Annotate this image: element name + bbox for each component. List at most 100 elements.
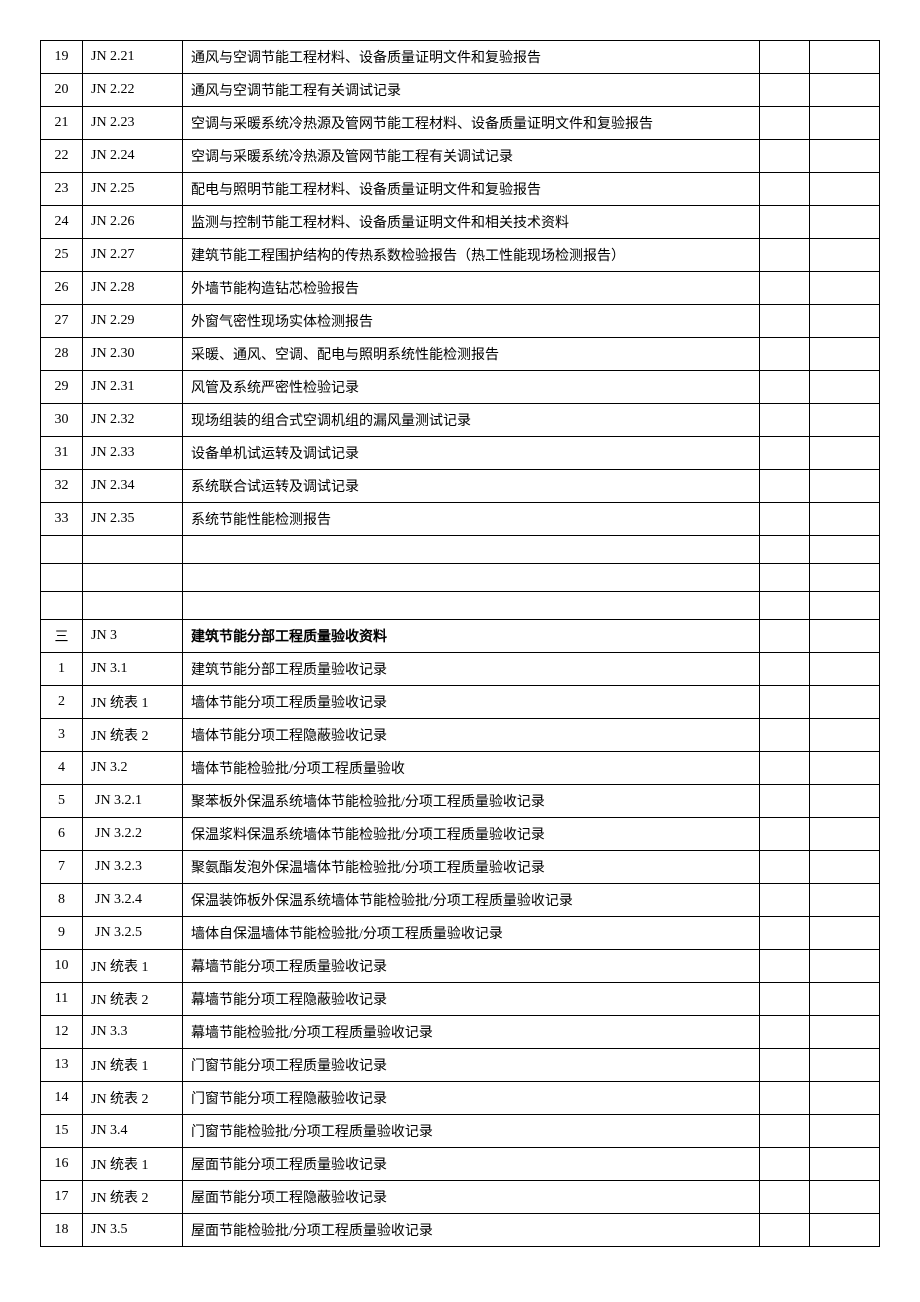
row-number: 22 <box>41 140 83 173</box>
table-row: 33JN 2.35系统节能性能检测报告 <box>41 503 880 536</box>
row-description: 墙体节能检验批/分项工程质量验收 <box>183 752 760 785</box>
row-description: 屋面节能分项工程隐蔽验收记录 <box>183 1181 760 1214</box>
row-extra-1 <box>760 503 810 536</box>
row-description: 通风与空调节能工程材料、设备质量证明文件和复验报告 <box>183 41 760 74</box>
row-extra-1 <box>760 338 810 371</box>
row-extra-1 <box>760 74 810 107</box>
row-number: 25 <box>41 239 83 272</box>
row-code: JN 2.31 <box>83 371 183 404</box>
row-extra-2 <box>810 686 880 719</box>
row-description: 系统联合试运转及调试记录 <box>183 470 760 503</box>
row-number: 15 <box>41 1115 83 1148</box>
table-row: 26JN 2.28外墙节能构造钻芯检验报告 <box>41 272 880 305</box>
table-row: 25JN 2.27建筑节能工程围护结构的传热系数检验报告（热工性能现场检测报告） <box>41 239 880 272</box>
row-description: 墙体自保温墙体节能检验批/分项工程质量验收记录 <box>183 917 760 950</box>
row-code: JN 统表 2 <box>83 983 183 1016</box>
table-row: 29JN 2.31风管及系统严密性检验记录 <box>41 371 880 404</box>
row-description <box>183 564 760 592</box>
table-row: 8JN 3.2.4保温装饰板外保温系统墙体节能检验批/分项工程质量验收记录 <box>41 884 880 917</box>
row-number: 28 <box>41 338 83 371</box>
row-number: 11 <box>41 983 83 1016</box>
row-number <box>41 592 83 620</box>
row-extra-2 <box>810 41 880 74</box>
row-extra-2 <box>810 950 880 983</box>
row-extra-2 <box>810 1049 880 1082</box>
table-row: 18JN 3.5屋面节能检验批/分项工程质量验收记录 <box>41 1214 880 1247</box>
row-number: 7 <box>41 851 83 884</box>
row-extra-2 <box>810 592 880 620</box>
row-extra-1 <box>760 983 810 1016</box>
row-extra-2 <box>810 173 880 206</box>
row-extra-2 <box>810 338 880 371</box>
table-row: 28JN 2.30采暖、通风、空调、配电与照明系统性能检测报告 <box>41 338 880 371</box>
row-number: 3 <box>41 719 83 752</box>
row-extra-2 <box>810 140 880 173</box>
row-extra-1 <box>760 917 810 950</box>
table-row <box>41 564 880 592</box>
row-code: JN 2.23 <box>83 107 183 140</box>
row-code: JN 2.25 <box>83 173 183 206</box>
row-extra-2 <box>810 404 880 437</box>
row-code: JN 3.2.3 <box>83 851 183 884</box>
row-number: 19 <box>41 41 83 74</box>
row-description: 通风与空调节能工程有关调试记录 <box>183 74 760 107</box>
row-extra-1 <box>760 1181 810 1214</box>
table-row: 32JN 2.34系统联合试运转及调试记录 <box>41 470 880 503</box>
table-row: 24JN 2.26监测与控制节能工程材料、设备质量证明文件和相关技术资料 <box>41 206 880 239</box>
row-number: 14 <box>41 1082 83 1115</box>
row-extra-1 <box>760 1115 810 1148</box>
row-extra-1 <box>760 785 810 818</box>
row-number: 26 <box>41 272 83 305</box>
row-code: JN 2.30 <box>83 338 183 371</box>
row-number: 8 <box>41 884 83 917</box>
row-number: 31 <box>41 437 83 470</box>
row-description: 建筑节能分部工程质量验收记录 <box>183 653 760 686</box>
row-extra-2 <box>810 851 880 884</box>
table-row: 4JN 3.2墙体节能检验批/分项工程质量验收 <box>41 752 880 785</box>
row-code: JN 统表 1 <box>83 950 183 983</box>
row-code: JN 2.33 <box>83 437 183 470</box>
table-row: 30JN 2.32现场组装的组合式空调机组的漏风量测试记录 <box>41 404 880 437</box>
row-description: 建筑节能分部工程质量验收资料 <box>183 620 760 653</box>
row-code <box>83 592 183 620</box>
row-extra-1 <box>760 305 810 338</box>
row-extra-2 <box>810 1115 880 1148</box>
row-extra-1 <box>760 884 810 917</box>
row-extra-2 <box>810 917 880 950</box>
row-code: JN 统表 1 <box>83 686 183 719</box>
row-code <box>83 536 183 564</box>
row-extra-1 <box>760 437 810 470</box>
row-description: 聚苯板外保温系统墙体节能检验批/分项工程质量验收记录 <box>183 785 760 818</box>
row-number: 27 <box>41 305 83 338</box>
row-extra-2 <box>810 1148 880 1181</box>
row-extra-1 <box>760 1148 810 1181</box>
row-code: JN 2.29 <box>83 305 183 338</box>
row-extra-2 <box>810 74 880 107</box>
row-code: JN 2.34 <box>83 470 183 503</box>
row-number: 4 <box>41 752 83 785</box>
row-description: 保温装饰板外保温系统墙体节能检验批/分项工程质量验收记录 <box>183 884 760 917</box>
row-extra-2 <box>810 371 880 404</box>
row-extra-2 <box>810 470 880 503</box>
row-number: 1 <box>41 653 83 686</box>
row-description: 墙体节能分项工程隐蔽验收记录 <box>183 719 760 752</box>
row-description: 空调与采暖系统冷热源及管网节能工程材料、设备质量证明文件和复验报告 <box>183 107 760 140</box>
row-description: 门窗节能分项工程质量验收记录 <box>183 1049 760 1082</box>
row-description: 幕墙节能分项工程隐蔽验收记录 <box>183 983 760 1016</box>
table-row: 3JN 统表 2墙体节能分项工程隐蔽验收记录 <box>41 719 880 752</box>
row-description: 风管及系统严密性检验记录 <box>183 371 760 404</box>
row-extra-2 <box>810 239 880 272</box>
table-row: 20JN 2.22通风与空调节能工程有关调试记录 <box>41 74 880 107</box>
table-row: 15JN 3.4门窗节能检验批/分项工程质量验收记录 <box>41 1115 880 1148</box>
row-extra-1 <box>760 173 810 206</box>
row-number: 21 <box>41 107 83 140</box>
row-extra-1 <box>760 592 810 620</box>
row-description: 墙体节能分项工程质量验收记录 <box>183 686 760 719</box>
row-extra-1 <box>760 950 810 983</box>
row-code: JN 统表 2 <box>83 1181 183 1214</box>
row-code: JN 3.5 <box>83 1214 183 1247</box>
row-number: 18 <box>41 1214 83 1247</box>
row-code: JN 2.27 <box>83 239 183 272</box>
row-number: 2 <box>41 686 83 719</box>
row-code: JN 统表 1 <box>83 1049 183 1082</box>
